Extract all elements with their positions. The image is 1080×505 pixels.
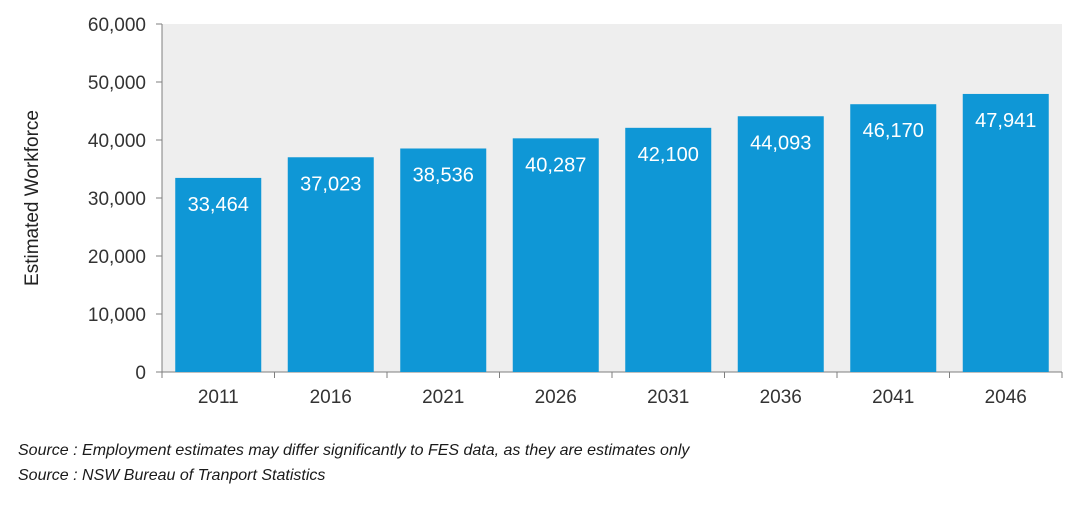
y-ticks: 0 10,000 20,000 30,000 40,000 50,000 60,000 bbox=[88, 15, 162, 384]
bar-data-label: 44,093 bbox=[750, 132, 811, 154]
bar-data-label: 40,287 bbox=[525, 154, 586, 176]
x-tick-label: 2021 bbox=[422, 387, 464, 408]
bar-data-label: 37,023 bbox=[300, 173, 361, 195]
x-tick-label: 2041 bbox=[872, 387, 914, 408]
y-tick-label: 60,000 bbox=[88, 15, 146, 36]
bar bbox=[287, 157, 374, 372]
source-notes: Source : Employment estimates may differ… bbox=[18, 438, 689, 488]
source-note-2: Source : NSW Bureau of Tranport Statisti… bbox=[18, 467, 326, 484]
bar bbox=[737, 116, 824, 373]
x-tick-label: 2046 bbox=[985, 387, 1027, 408]
x-tick-label: 2031 bbox=[647, 387, 689, 408]
x-tick-label: 2011 bbox=[198, 387, 239, 408]
bar-data-label: 42,100 bbox=[638, 144, 699, 166]
x-ticks: 2011 2016 2021 2026 2031 2036 2041 2046 bbox=[161, 372, 1063, 408]
y-tick-label: 40,000 bbox=[88, 131, 146, 152]
bars: 33,464 37,023 38,536 40,287 42,100 44,093 46,1… bbox=[175, 93, 1049, 373]
x-tick-label: 2026 bbox=[535, 387, 577, 408]
bar-data-label: 46,170 bbox=[863, 120, 924, 142]
bar bbox=[625, 127, 712, 372]
x-tick-label: 2036 bbox=[760, 387, 802, 408]
bar-data-label: 38,536 bbox=[413, 164, 474, 186]
bar bbox=[175, 177, 262, 372]
bar bbox=[962, 93, 1049, 372]
bar bbox=[850, 104, 937, 373]
y-axis-label: Estimated Workforce bbox=[22, 110, 43, 286]
bar-data-label: 47,941 bbox=[975, 110, 1036, 132]
y-tick-label: 30,000 bbox=[88, 189, 146, 210]
bar bbox=[512, 138, 599, 372]
y-tick-label: 0 bbox=[135, 363, 146, 384]
bar-data-label: 33,464 bbox=[188, 194, 249, 216]
bar bbox=[400, 148, 487, 372]
x-tick-label: 2016 bbox=[310, 387, 352, 408]
y-tick-label: 10,000 bbox=[88, 305, 146, 326]
y-tick-label: 20,000 bbox=[88, 247, 146, 268]
y-tick-label: 50,000 bbox=[88, 73, 146, 94]
source-note-1: Source : Employment estimates may differ… bbox=[18, 442, 690, 459]
bar-chart: 0 10,000 20,000 30,000 40,000 50,000 60,000 33… bbox=[22, 15, 1063, 408]
